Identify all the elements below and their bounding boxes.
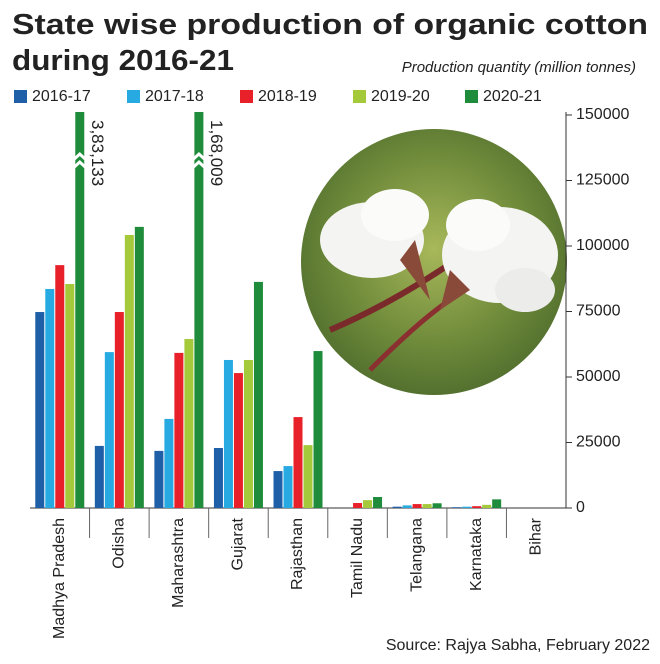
bar bbox=[462, 506, 472, 508]
y-tick-label: 50000 bbox=[576, 368, 621, 385]
y-tick-label: 75000 bbox=[576, 303, 621, 320]
legend-swatch bbox=[240, 90, 253, 103]
bar bbox=[283, 466, 293, 508]
bar bbox=[293, 417, 303, 508]
bar bbox=[55, 265, 65, 508]
bar bbox=[94, 445, 104, 508]
bar bbox=[213, 448, 223, 508]
bar bbox=[253, 281, 263, 508]
bar bbox=[303, 445, 313, 508]
y-tick-label: 125000 bbox=[576, 172, 629, 189]
bar bbox=[402, 505, 412, 508]
bar bbox=[154, 450, 164, 508]
x-tick-label: Maharashtra bbox=[170, 518, 187, 608]
x-tick-label: Tamil Nadu bbox=[349, 518, 366, 598]
y-tick-label: 25000 bbox=[576, 434, 621, 451]
bar bbox=[114, 312, 124, 508]
legend-label: 2020-21 bbox=[483, 88, 542, 105]
axis-break bbox=[191, 151, 207, 170]
legend-swatch bbox=[127, 90, 140, 103]
bar bbox=[134, 226, 144, 508]
bar bbox=[432, 503, 442, 508]
y-tick-label: 0 bbox=[576, 499, 585, 516]
bar bbox=[223, 359, 233, 508]
chart-title: State wise production of organic cotton bbox=[12, 9, 648, 41]
legend-swatch bbox=[353, 90, 366, 103]
axis-break bbox=[72, 151, 88, 170]
x-tick-label: Madhya Pradesh bbox=[51, 518, 68, 639]
legend-label: 2018-19 bbox=[258, 88, 317, 105]
x-tick-label: Telangana bbox=[408, 518, 425, 592]
bar bbox=[373, 496, 383, 508]
legend-swatch bbox=[465, 90, 478, 103]
source: Source: Rajya Sabha, February 2022 bbox=[386, 637, 650, 654]
x-tick-label: Karnataka bbox=[468, 518, 485, 591]
bar bbox=[164, 418, 174, 508]
bar bbox=[194, 112, 204, 509]
bar bbox=[124, 234, 134, 508]
x-tick-label: Odisha bbox=[111, 518, 128, 569]
bar bbox=[233, 373, 243, 508]
cotton-photo bbox=[301, 129, 567, 395]
x-tick-label: Rajasthan bbox=[289, 518, 306, 590]
bar bbox=[313, 351, 323, 508]
chart-subtitle: Production quantity (million tonnes) bbox=[402, 59, 636, 76]
bar bbox=[65, 283, 75, 508]
bar bbox=[184, 339, 194, 508]
y-tick-label: 150000 bbox=[576, 106, 629, 123]
bar bbox=[174, 352, 184, 508]
bar bbox=[35, 312, 45, 508]
bar bbox=[422, 504, 432, 508]
legend-swatch bbox=[14, 90, 27, 103]
bars bbox=[35, 112, 502, 509]
bar bbox=[392, 506, 402, 508]
bar bbox=[75, 112, 85, 508]
bar bbox=[412, 504, 422, 508]
bar bbox=[363, 500, 373, 508]
y-tick-label: 100000 bbox=[576, 237, 629, 254]
legend-label: 2017-18 bbox=[145, 88, 204, 105]
x-tick-label: Gujarat bbox=[230, 517, 247, 570]
x-tick-label: Bihar bbox=[527, 517, 544, 555]
bar bbox=[353, 503, 363, 508]
bar bbox=[472, 506, 482, 508]
legend-label: 2016-17 bbox=[32, 88, 91, 105]
bar bbox=[273, 471, 283, 508]
bar bbox=[482, 504, 492, 508]
value-label: 1,68,009 bbox=[207, 120, 226, 186]
bar bbox=[45, 288, 55, 508]
value-label: 3,83,133 bbox=[88, 120, 107, 186]
legend-label: 2019-20 bbox=[371, 88, 430, 105]
bar bbox=[452, 507, 462, 508]
bar bbox=[104, 352, 114, 508]
chart-title: during 2016-21 bbox=[12, 45, 234, 77]
bar bbox=[243, 359, 253, 508]
bar bbox=[492, 499, 502, 508]
